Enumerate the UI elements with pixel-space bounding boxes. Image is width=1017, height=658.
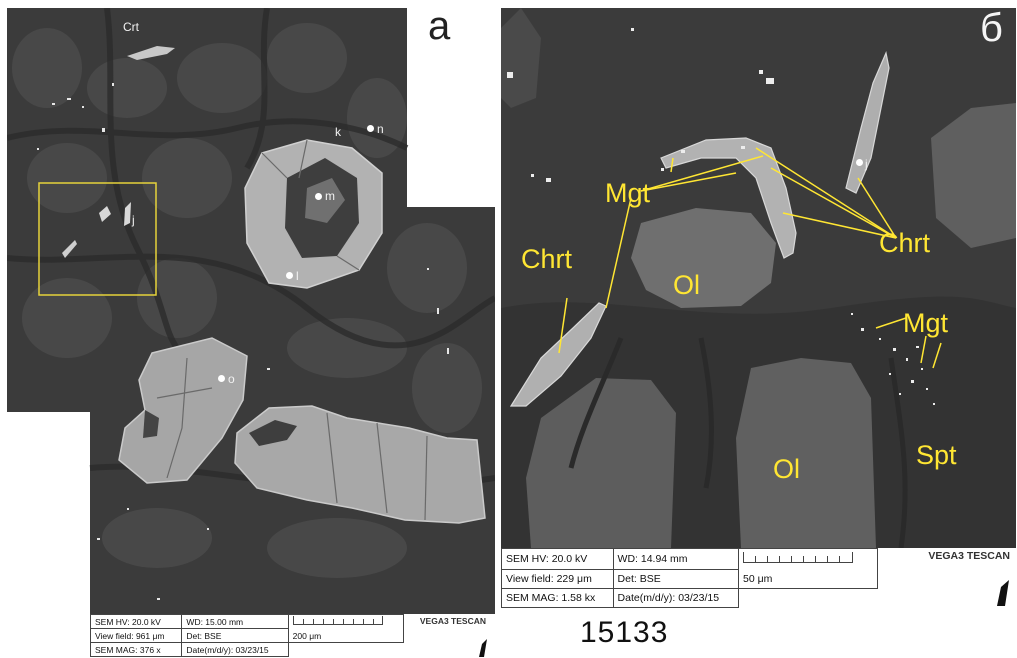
scale-label: 200 μm <box>287 628 405 644</box>
hv-value: SEM HV: 20.0 kV <box>89 613 183 630</box>
point-m-marker <box>315 193 322 200</box>
wd-value: WD: 15.00 mm <box>181 613 289 630</box>
label-n: n <box>377 122 384 136</box>
sample-id: 15133 <box>580 616 669 649</box>
label-spt: Spt <box>916 440 957 470</box>
scale-label-b: 50 μm <box>738 569 878 590</box>
label-mgt-right: Mgt <box>903 308 949 338</box>
tescan-logo <box>479 638 487 657</box>
brand-label-b: VEGA3 TESCAN <box>928 549 1010 562</box>
region-of-interest-box <box>38 182 157 296</box>
wd-value-b: WD: 14.94 mm <box>612 547 740 571</box>
scale-bar <box>287 613 405 629</box>
point-j-marker <box>856 159 863 166</box>
label-chrt-left: Chrt <box>521 244 573 274</box>
panel-b-info-bar: SEM HV: 20.0 kV WD: 14.94 mm VEGA3 TESCA… <box>501 547 1016 608</box>
panel-b-letter: б <box>980 6 1003 50</box>
panel-a-info-bar: SEM HV: 20.0 kV WD: 15.00 mm VEGA3 TESCA… <box>89 613 492 657</box>
panel-b-micrograph <box>501 8 1016 548</box>
label-mgt-left: Mgt <box>605 178 651 208</box>
sem-image-panel-a: Crt n k m j l o <box>7 8 495 614</box>
label-ol-bottom: Ol <box>773 454 800 484</box>
date-value: Date(m/d/y): 03/23/15 <box>181 642 289 657</box>
label-l: l <box>296 269 299 283</box>
view-field-value-b: View field: 229 μm <box>501 569 614 590</box>
view-field-value: View field: 961 μm <box>89 628 183 644</box>
point-l-marker <box>286 272 293 279</box>
label-k: k <box>335 125 341 139</box>
sem-image-panel-b: j Mgt Chrt Ol Chrt Mgt Ol Spt <box>501 8 1016 548</box>
hv-value-b: SEM HV: 20.0 kV <box>501 547 614 571</box>
brand-label: VEGA3 TESCAN <box>419 615 486 626</box>
panel-a-micrograph <box>7 8 495 614</box>
panel-a-letter: а <box>428 4 451 48</box>
label-m: m <box>325 189 335 203</box>
magnification-value-b: SEM MAG: 1.58 kx <box>501 588 614 608</box>
label-o: o <box>228 372 235 386</box>
label-j: j <box>132 213 135 227</box>
detector-value-b: Det: BSE <box>612 569 740 590</box>
label-ol-top: Ol <box>673 270 700 300</box>
label-chrt-right: Chrt <box>879 228 931 258</box>
scale-bar-b <box>738 547 878 570</box>
point-n-marker <box>367 125 374 132</box>
label-crt: Crt <box>123 20 139 34</box>
date-value-b: Date(m/d/y): 03/23/15 <box>612 588 740 608</box>
point-o-marker <box>218 375 225 382</box>
annotation-leaders <box>558 147 942 369</box>
tescan-logo-b <box>997 579 1009 606</box>
label-j-b: j <box>865 157 868 171</box>
detector-value: Det: BSE <box>181 628 289 644</box>
magnification-value: SEM MAG: 376 x <box>89 642 183 657</box>
